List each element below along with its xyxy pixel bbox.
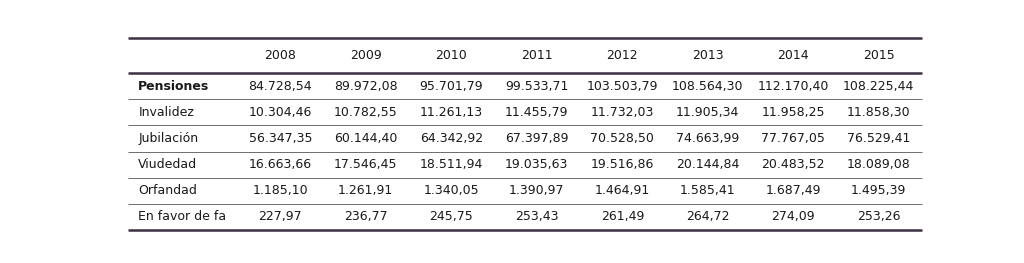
Text: 1.390,97: 1.390,97: [509, 184, 564, 197]
Text: 74.663,99: 74.663,99: [676, 132, 739, 145]
Text: 76.529,41: 76.529,41: [847, 132, 910, 145]
Text: 60.144,40: 60.144,40: [334, 132, 397, 145]
Text: 112.170,40: 112.170,40: [758, 80, 829, 93]
Text: 20.144,84: 20.144,84: [676, 158, 739, 171]
Text: 1.585,41: 1.585,41: [680, 184, 735, 197]
Text: 261,49: 261,49: [601, 210, 644, 224]
Text: 10.304,46: 10.304,46: [249, 106, 312, 119]
Text: 2014: 2014: [777, 49, 809, 62]
Text: 236,77: 236,77: [344, 210, 388, 224]
Text: 11.905,34: 11.905,34: [676, 106, 739, 119]
Text: 77.767,05: 77.767,05: [762, 132, 825, 145]
Text: 227,97: 227,97: [258, 210, 302, 224]
Text: 84.728,54: 84.728,54: [249, 80, 312, 93]
Text: 64.342,92: 64.342,92: [420, 132, 483, 145]
Text: 20.483,52: 20.483,52: [762, 158, 825, 171]
Text: 108.564,30: 108.564,30: [672, 80, 743, 93]
Text: 2009: 2009: [350, 49, 382, 62]
Text: 274,09: 274,09: [771, 210, 815, 224]
Text: 103.503,79: 103.503,79: [587, 80, 658, 93]
Text: 18.089,08: 18.089,08: [847, 158, 910, 171]
Text: 1.261,91: 1.261,91: [338, 184, 393, 197]
Text: Pensiones: Pensiones: [138, 80, 210, 93]
Text: 253,26: 253,26: [857, 210, 900, 224]
Text: Jubilación: Jubilación: [138, 132, 199, 145]
Text: 264,72: 264,72: [686, 210, 729, 224]
Text: 16.663,66: 16.663,66: [249, 158, 312, 171]
Text: 19.035,63: 19.035,63: [505, 158, 568, 171]
Text: 11.455,79: 11.455,79: [505, 106, 568, 119]
Text: 56.347,35: 56.347,35: [249, 132, 312, 145]
Text: Invalidez: Invalidez: [138, 106, 195, 119]
Text: 108.225,44: 108.225,44: [843, 80, 914, 93]
Text: 99.533,71: 99.533,71: [505, 80, 568, 93]
Text: 19.516,86: 19.516,86: [591, 158, 654, 171]
Text: 1.495,39: 1.495,39: [851, 184, 906, 197]
Text: 1.687,49: 1.687,49: [766, 184, 821, 197]
Text: Viudedad: Viudedad: [138, 158, 198, 171]
Text: 2012: 2012: [606, 49, 638, 62]
Text: 2015: 2015: [863, 49, 895, 62]
Text: 10.782,55: 10.782,55: [334, 106, 397, 119]
Text: En favor de fa: En favor de fa: [138, 210, 226, 224]
Text: 67.397,89: 67.397,89: [505, 132, 568, 145]
Text: 2008: 2008: [264, 49, 296, 62]
Text: 1.185,10: 1.185,10: [253, 184, 308, 197]
Text: 245,75: 245,75: [429, 210, 473, 224]
Text: 253,43: 253,43: [515, 210, 558, 224]
Text: 2010: 2010: [435, 49, 467, 62]
Text: 95.701,79: 95.701,79: [420, 80, 483, 93]
Text: 1.464,91: 1.464,91: [595, 184, 650, 197]
Text: 70.528,50: 70.528,50: [591, 132, 654, 145]
Text: 17.546,45: 17.546,45: [334, 158, 397, 171]
Text: 2011: 2011: [521, 49, 553, 62]
Text: 11.261,13: 11.261,13: [420, 106, 483, 119]
Text: 18.511,94: 18.511,94: [420, 158, 483, 171]
Text: 11.732,03: 11.732,03: [591, 106, 654, 119]
Text: 11.858,30: 11.858,30: [847, 106, 910, 119]
Text: 11.958,25: 11.958,25: [762, 106, 825, 119]
Text: 2013: 2013: [692, 49, 724, 62]
Text: 1.340,05: 1.340,05: [424, 184, 479, 197]
Text: Orfandad: Orfandad: [138, 184, 198, 197]
Text: 89.972,08: 89.972,08: [334, 80, 397, 93]
